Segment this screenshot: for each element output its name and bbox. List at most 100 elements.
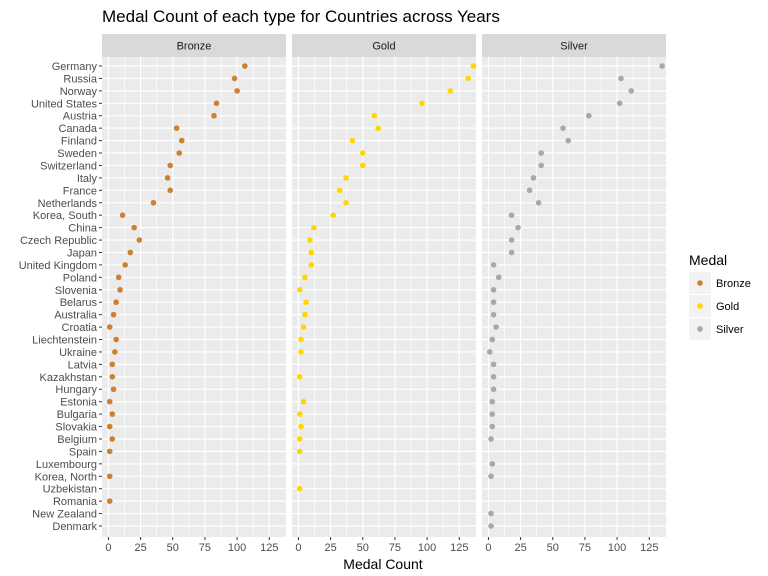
point-gold-belarus xyxy=(303,299,309,306)
point-gold-kazakhstan xyxy=(296,374,303,380)
point-bronze-liechtenstein xyxy=(113,336,119,343)
x-tick-label: 50 xyxy=(357,542,369,554)
y-tick-label-norway: Norway xyxy=(60,86,98,98)
facet-strip xyxy=(482,34,666,57)
point-silver-netherlands xyxy=(535,199,542,206)
x-tick-label: 75 xyxy=(579,542,591,554)
panel-background xyxy=(102,57,286,537)
point-silver-united-kingdom xyxy=(490,262,497,268)
point-silver-france xyxy=(526,187,533,194)
point-bronze-france xyxy=(167,187,173,194)
y-tick-label-bulgaria: Bulgaria xyxy=(57,409,98,421)
point-silver-liechtenstein xyxy=(489,336,496,343)
point-bronze-united-states xyxy=(213,100,220,107)
point-bronze-hungary xyxy=(110,386,117,393)
point-silver-norway xyxy=(628,88,635,94)
point-silver-kazakhstan xyxy=(490,374,497,380)
y-tick-label-latvia: Latvia xyxy=(68,359,98,371)
point-silver-japan xyxy=(508,249,515,256)
y-tick-label-hungary: Hungary xyxy=(55,384,97,396)
point-bronze-italy xyxy=(164,175,171,181)
legend-swatch-gold xyxy=(697,303,703,309)
point-gold-slovakia xyxy=(298,423,304,430)
y-tick-label-australia: Australia xyxy=(54,310,98,322)
point-silver-luxembourg xyxy=(489,461,496,467)
y-tick-label-austria: Austria xyxy=(63,111,98,123)
point-gold-russia xyxy=(465,75,472,82)
point-gold-italy xyxy=(343,175,349,181)
x-tick-label: 25 xyxy=(514,542,526,554)
point-silver-latvia xyxy=(490,361,497,368)
point-bronze-kazakhstan xyxy=(109,374,116,380)
x-tick-label: 100 xyxy=(228,542,246,554)
point-bronze-croatia xyxy=(106,324,113,330)
point-gold-australia xyxy=(302,311,308,318)
point-bronze-canada xyxy=(173,125,180,131)
point-silver-belarus xyxy=(490,299,497,306)
point-gold-united-states xyxy=(419,100,425,107)
legend: Medal Bronze Gold Silver xyxy=(689,252,751,340)
y-tick-label-netherlands: Netherlands xyxy=(38,198,98,210)
point-gold-canada xyxy=(375,125,382,131)
x-tick-label: 75 xyxy=(389,542,401,554)
point-silver-united-states xyxy=(616,100,623,107)
point-silver-croatia xyxy=(493,324,499,330)
x-tick-label: 100 xyxy=(608,542,626,554)
point-silver-denmark xyxy=(488,523,494,529)
point-bronze-belgium xyxy=(109,436,116,442)
x-tick-label: 0 xyxy=(105,542,111,554)
point-gold-poland xyxy=(302,274,308,281)
y-tick-label-korea-south: Korea, South xyxy=(33,210,97,222)
y-tick-label-japan: Japan xyxy=(67,247,97,259)
point-bronze-spain xyxy=(106,448,113,455)
point-bronze-belarus xyxy=(113,299,119,306)
point-gold-liechtenstein xyxy=(298,336,304,343)
point-gold-slovenia xyxy=(296,286,303,293)
facet-strip-label: Silver xyxy=(560,41,588,53)
point-gold-korea-south xyxy=(330,212,336,218)
point-bronze-ukraine xyxy=(112,349,118,355)
y-tick-label-liechtenstein: Liechtenstein xyxy=(32,335,97,347)
y-tick-label-ukraine: Ukraine xyxy=(59,347,97,359)
x-tick-label: 125 xyxy=(450,542,468,554)
point-gold-switzerland xyxy=(359,162,366,169)
y-tick-label-denmark: Denmark xyxy=(52,521,97,533)
point-silver-austria xyxy=(585,112,592,119)
legend-title: Medal xyxy=(689,252,727,268)
facet-strip-label: Gold xyxy=(372,41,395,53)
point-silver-slovakia xyxy=(489,423,496,430)
x-tick-label: 50 xyxy=(547,542,559,554)
point-gold-uzbekistan xyxy=(296,485,303,492)
point-silver-china xyxy=(515,224,521,231)
y-tick-label-luxembourg: Luxembourg xyxy=(36,459,97,471)
point-silver-slovenia xyxy=(490,286,497,293)
point-bronze-switzerland xyxy=(167,162,173,169)
y-tick-label-russia: Russia xyxy=(63,73,98,85)
facet-panel-silver: Silver 0 25 50 75 100 125 xyxy=(482,34,666,554)
chart-title: Medal Count of each type for Countries a… xyxy=(102,7,500,26)
x-tick-label: 50 xyxy=(167,542,179,554)
y-tick-label-croatia: Croatia xyxy=(62,322,98,334)
x-tick-label: 100 xyxy=(418,542,436,554)
y-tick-label-united-kingdom: United Kingdom xyxy=(19,260,97,272)
facet-strip xyxy=(102,34,286,57)
point-bronze-russia xyxy=(231,75,238,82)
y-tick-label-korea-north: Korea, North xyxy=(35,471,97,483)
point-bronze-romania xyxy=(106,498,113,504)
point-gold-finland xyxy=(349,137,356,144)
point-gold-france xyxy=(336,187,343,194)
point-silver-bulgaria xyxy=(489,411,496,417)
point-gold-sweden xyxy=(359,150,366,156)
y-tick-label-canada: Canada xyxy=(58,123,97,135)
point-gold-bulgaria xyxy=(296,411,303,417)
y-tick-label-kazakhstan: Kazakhstan xyxy=(40,372,97,384)
point-silver-finland xyxy=(565,137,572,144)
y-tick-label-italy: Italy xyxy=(77,173,98,185)
point-bronze-norway xyxy=(234,88,240,94)
legend-label-bronze: Bronze xyxy=(716,278,751,290)
y-tick-label-estonia: Estonia xyxy=(60,397,98,409)
y-tick-label-switzerland: Switzerland xyxy=(40,160,97,172)
point-silver-australia xyxy=(490,311,497,318)
x-tick-label: 25 xyxy=(134,542,146,554)
